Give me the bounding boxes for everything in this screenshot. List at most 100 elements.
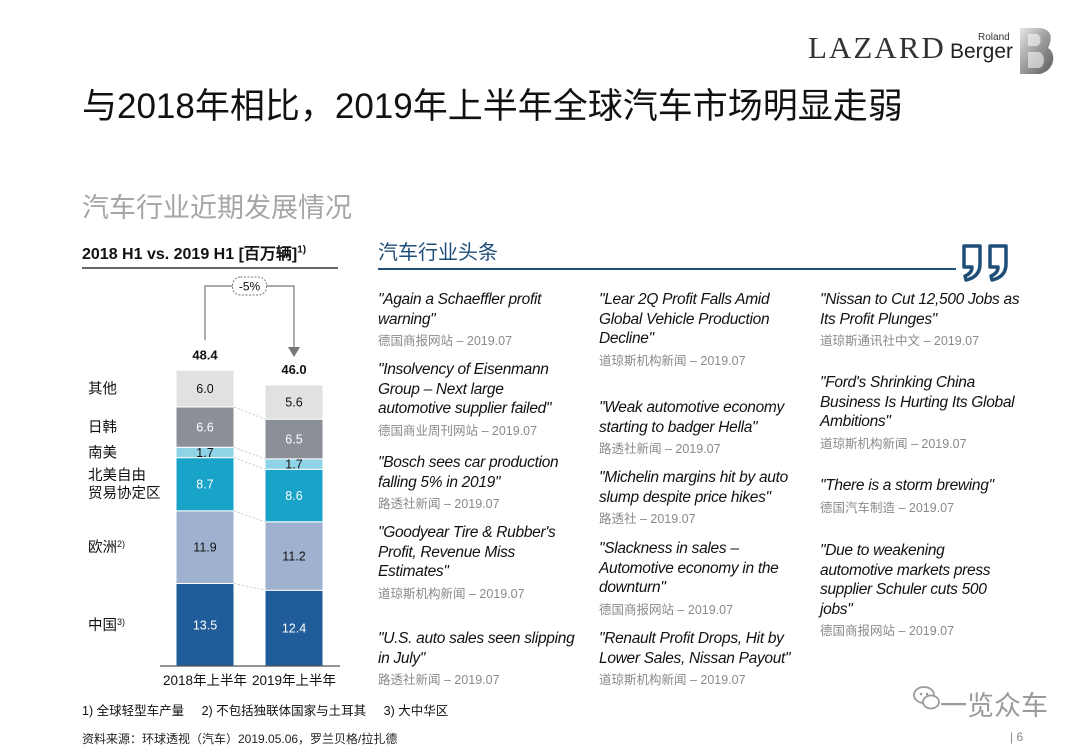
news-item: "Bosch sees car production falling 5% in… <box>378 453 578 512</box>
bar-segment <box>264 521 324 591</box>
news-title: "Michelin margins hit by auto slump desp… <box>599 469 788 506</box>
news-item: "Lear 2Q Profit Falls Amid Global Vehicl… <box>599 290 799 369</box>
news-item: "There is a storm brewing" 德国汽车制造 – 2019… <box>820 476 1020 516</box>
chart-header-divider <box>82 267 338 269</box>
news-source: 道琼斯机构新闻 – 2019.07 <box>599 353 746 368</box>
roland-berger-logo-text: Berger <box>950 40 1014 63</box>
news-source: 道琼斯机构新闻 – 2019.07 <box>378 586 525 601</box>
stacked-bar-chart: 13.5 11.9 8.7 1.7 6.6 6.0 48.4 2018年上半年 12.4 11.2… <box>88 276 340 688</box>
bar-value-label: 11.9 <box>193 541 216 555</box>
news-title: "Weak automotive economy starting to bad… <box>599 399 784 436</box>
segment-connector <box>233 406 266 420</box>
news-source: 德国商业周刊网站 – 2019.07 <box>378 423 538 438</box>
news-title: "Due to weakening automotive markets pre… <box>820 542 991 618</box>
bar-segment <box>264 384 324 420</box>
news-item: "Due to weakening automotive markets pre… <box>820 541 1020 639</box>
news-item: "Weak automotive economy starting to bad… <box>599 398 799 457</box>
bar-value-label: 6.6 <box>196 421 213 435</box>
news-source: 德国商报网站 – 2019.07 <box>820 624 955 638</box>
series-label: 北美自由 <box>88 467 146 484</box>
segment-connector <box>233 446 266 460</box>
news-source: 道琼斯通讯社中文 – 2019.07 <box>820 334 980 348</box>
bar-segment <box>264 589 324 667</box>
change-arrowhead <box>288 346 300 357</box>
news-title: "Lear 2Q Profit Falls Amid Global Vehicl… <box>599 291 770 347</box>
lazard-logo: LAZARD <box>808 30 946 65</box>
news-item: "U.S. auto sales seen slipping in July" … <box>378 629 578 688</box>
bar-value-label: 8.6 <box>285 489 302 503</box>
footnote-1: 1) 全球轻型车产量 <box>82 704 185 718</box>
news-source: 道琼斯机构新闻 – 2019.07 <box>599 673 746 687</box>
news-item: "Michelin margins hit by auto slump desp… <box>599 468 799 527</box>
news-item: "Nissan to Cut 12,500 Jobs as Its Profit… <box>820 290 1020 349</box>
segment-connector <box>233 510 266 523</box>
news-title: "Nissan to Cut 12,500 Jobs as Its Profit… <box>820 291 1020 328</box>
news-source: 德国商报网站 – 2019.07 <box>378 334 513 348</box>
bar-value-label: 1.7 <box>196 446 213 460</box>
news-header: 汽车行业头条 <box>378 242 498 264</box>
news-title: "Slackness in sales – Automotive economy… <box>599 540 779 596</box>
bar-value-label: 6.5 <box>285 433 302 447</box>
segment-connector <box>233 457 266 470</box>
page-subtitle: 汽车行业近期发展情况 <box>82 193 352 223</box>
page-title: 与2018年相比，2019年上半年全球汽车市场明显走弱 <box>82 87 903 126</box>
news-item: "Again a Schaeffler profit warning" 德国商报… <box>378 290 578 349</box>
change-badge <box>232 276 267 296</box>
chart-header-text: 2018 H1 vs. 2019 H1 [百万辆] <box>82 246 298 263</box>
news-item: "Renault Profit Drops, Hit by Lower Sale… <box>599 629 799 688</box>
bar-segment <box>175 510 235 585</box>
news-title: "Again a Schaeffler profit warning" <box>378 291 542 328</box>
bar-total-label: 48.4 <box>192 347 218 362</box>
bar-value-label: 13.5 <box>193 618 217 632</box>
series-label: 欧洲2) <box>88 539 125 556</box>
series-label: 日韩 <box>88 419 117 436</box>
bar-segment <box>264 468 324 523</box>
news-title: "There is a storm brewing" <box>820 477 994 494</box>
bar-total-label: 46.0 <box>281 362 306 377</box>
news-item: "Ford's Shrinking China Business Is Hurt… <box>820 373 1020 452</box>
news-source: 德国商报网站 – 2019.07 <box>599 602 734 617</box>
bar-value-label: 6.0 <box>196 382 213 396</box>
source-line: 资料来源：环球透视（汽车）2019.05.06，罗兰贝格/拉扎德 <box>82 732 398 746</box>
bar-value-label: 12.4 <box>282 622 306 636</box>
series-label: 中国3) <box>88 617 125 634</box>
series-label: 南美 <box>88 444 117 461</box>
news-item: "Slackness in sales – Automotive economy… <box>599 539 799 618</box>
footnote-3: 3) 大中华区 <box>383 704 449 718</box>
x-axis-category-label: 2019年上半年 <box>252 673 336 688</box>
footnotes: 1) 全球轻型车产量 2) 不包括独联体国家与土耳其 3) 大中华区 <box>82 700 462 719</box>
bar-segment <box>175 457 235 512</box>
page-number: | 6 <box>1010 730 1024 744</box>
bar-value-label: 5.6 <box>285 396 302 410</box>
news-source: 路透社新闻 – 2019.07 <box>599 442 721 456</box>
news-item: "Goodyear Tire & Rubber's Profit, Revenu… <box>378 523 578 602</box>
bar-value-label: 1.7 <box>285 458 302 472</box>
footnote-2: 2) 不包括独联体国家与土耳其 <box>201 704 367 718</box>
segment-connector <box>233 583 266 591</box>
series-label-sup: 3) <box>117 617 125 627</box>
roland-berger-logo-top: Roland <box>978 32 1010 43</box>
series-label-sup: 2) <box>117 539 125 549</box>
watermark-text: 一览众车 <box>940 691 1048 721</box>
chart-header-sup: 1) <box>297 244 307 256</box>
news-source: 道琼斯机构新闻 – 2019.07 <box>820 436 967 451</box>
news-title: "Bosch sees car production falling 5% in… <box>378 454 559 491</box>
news-title: "Ford's Shrinking China Business Is Hurt… <box>820 374 1015 430</box>
bar-value-label: 8.7 <box>196 478 213 492</box>
bar-segment <box>264 418 324 460</box>
news-title: "U.S. auto sales seen slipping in July" <box>378 630 575 667</box>
quote-icon <box>962 244 1008 282</box>
news-item: "Insolvency of Eisenmann Group – Next la… <box>378 360 578 439</box>
news-source: 路透社新闻 – 2019.07 <box>378 497 500 511</box>
news-source: 德国汽车制造 – 2019.07 <box>820 500 955 515</box>
news-header-divider <box>378 268 956 270</box>
wechat-icon <box>913 686 940 710</box>
series-label: 其他 <box>88 381 117 398</box>
bar-segment <box>175 406 235 448</box>
news-source: 路透社 – 2019.07 <box>599 512 696 526</box>
x-axis-category-label: 2018年上半年 <box>163 673 247 688</box>
series-label: 贸易协定区 <box>88 485 161 502</box>
news-title: "Insolvency of Eisenmann Group – Next la… <box>378 361 552 417</box>
news-title: "Goodyear Tire & Rubber's Profit, Revenu… <box>378 524 556 580</box>
chart-header: 2018 H1 vs. 2019 H1 [百万辆]1) <box>82 240 306 264</box>
